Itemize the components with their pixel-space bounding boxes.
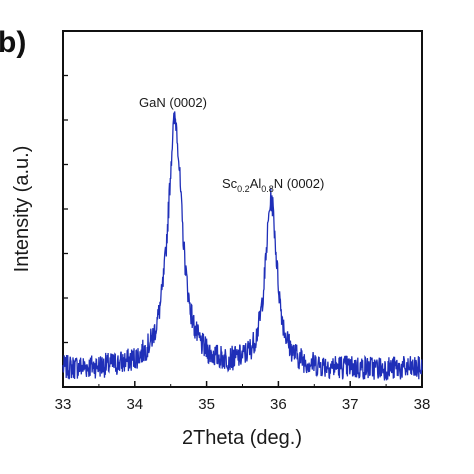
annotation-gan: GaN (0002) — [139, 95, 207, 110]
x-tick-label: 33 — [55, 396, 72, 413]
plot-frame — [62, 30, 423, 388]
y-axis-label: Intensity (a.u.) — [11, 146, 33, 273]
annotation-scaln: Sc0.2Al0.8N (0002) — [222, 176, 324, 194]
y-ticks — [63, 74, 68, 344]
x-tick-label: 38 — [414, 396, 431, 413]
series-line — [62, 111, 423, 381]
panel-label: b) — [0, 26, 26, 59]
plot-area: 33 34 35 36 37 38 — [55, 30, 431, 413]
x-tick-label: 35 — [198, 396, 215, 413]
x-tick-label: 34 — [126, 396, 143, 413]
x-axis-label: 2Theta (deg.) — [182, 427, 302, 449]
x-ticks: 33 34 35 36 37 38 — [55, 381, 431, 413]
x-tick-label: 36 — [270, 396, 287, 413]
x-tick-label: 37 — [342, 396, 359, 413]
